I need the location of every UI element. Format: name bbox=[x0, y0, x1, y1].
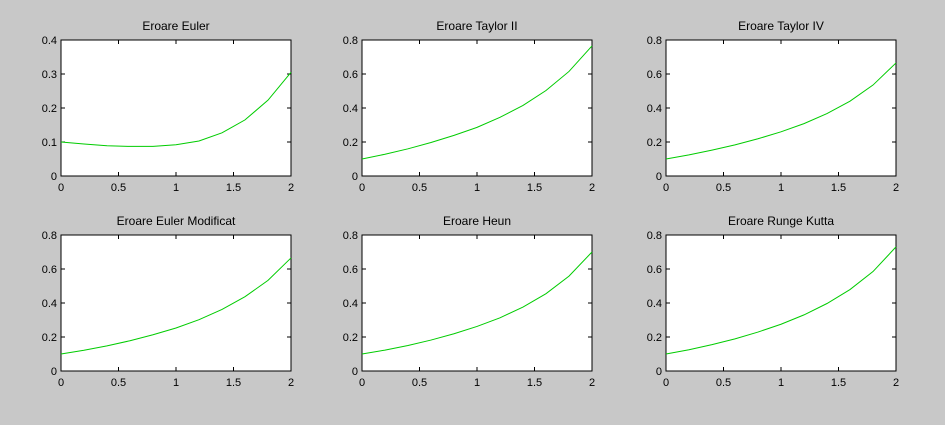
y-tick-label: 0.8 bbox=[42, 230, 57, 242]
y-tick-label: 0 bbox=[352, 171, 358, 183]
x-tick-label: 1 bbox=[173, 377, 179, 389]
x-tick-label: 2 bbox=[589, 182, 595, 194]
chart-title: Eroare Taylor IV bbox=[738, 19, 824, 33]
subplot-6: Eroare Runge Kutta 0 0.5 1 1.5 2 0 0.2 0.4 0.6 0.8 bbox=[647, 214, 899, 389]
y-tick-label: 0.4 bbox=[42, 35, 57, 47]
x-tick-label: 2 bbox=[893, 377, 899, 389]
plot-area bbox=[665, 39, 897, 177]
chart-title: Eroare Runge Kutta bbox=[728, 214, 834, 228]
subplot-1: Eroare Euler 0 0.5 1 1.5 2 0 0.1 0.2 0.3 0.4 bbox=[42, 19, 294, 194]
chart-title: Eroare Taylor II bbox=[436, 19, 517, 33]
x-tick-label: 1.5 bbox=[226, 182, 241, 194]
y-tick-label: 0 bbox=[352, 366, 358, 378]
x-tick-label: 0 bbox=[58, 377, 64, 389]
y-tick-label: 0.8 bbox=[647, 35, 662, 47]
x-tick-label: 1 bbox=[474, 377, 480, 389]
plot-area bbox=[361, 39, 593, 177]
x-tick-label: 0.5 bbox=[716, 377, 731, 389]
y-tick-label: 0 bbox=[656, 171, 662, 183]
x-tick-label: 0 bbox=[359, 182, 365, 194]
chart-title: Eroare Euler bbox=[142, 19, 209, 33]
x-tick-label: 0.5 bbox=[412, 182, 427, 194]
y-tick-label: 0.2 bbox=[42, 332, 57, 344]
y-tick-label: 0.4 bbox=[647, 298, 662, 310]
y-tick-label: 0.4 bbox=[42, 298, 57, 310]
chart-title: Eroare Euler Modificat bbox=[117, 214, 236, 228]
y-tick-label: 0.3 bbox=[42, 69, 57, 81]
y-tick-label: 0.8 bbox=[343, 35, 358, 47]
y-tick-label: 0.8 bbox=[647, 230, 662, 242]
subplot-4: Eroare Euler Modificat 0 0.5 1 1.5 2 0 0.2 0.4 0.… bbox=[42, 214, 294, 389]
series-line-1 bbox=[665, 62, 897, 160]
x-tick-label: 1 bbox=[173, 182, 179, 194]
y-tick-label: 0.6 bbox=[647, 264, 662, 276]
x-tick-label: 1.5 bbox=[226, 377, 241, 389]
y-tick-label: 0.6 bbox=[343, 69, 358, 81]
y-tick-label: 0.4 bbox=[343, 298, 358, 310]
x-tick-label: 1.5 bbox=[831, 182, 846, 194]
y-tick-label: 0.2 bbox=[343, 137, 358, 149]
x-tick-label: 1.5 bbox=[527, 377, 542, 389]
series-line-1 bbox=[665, 246, 897, 355]
x-tick-label: 0 bbox=[359, 377, 365, 389]
series-line-1 bbox=[361, 251, 593, 355]
y-tick-label: 0.1 bbox=[42, 137, 57, 149]
x-tick-label: 1 bbox=[778, 182, 784, 194]
x-tick-label: 0 bbox=[663, 182, 669, 194]
x-tick-label: 1.5 bbox=[527, 182, 542, 194]
x-tick-label: 0.5 bbox=[412, 377, 427, 389]
y-tick-label: 0.6 bbox=[42, 264, 57, 276]
y-tick-label: 0 bbox=[51, 366, 57, 378]
y-tick-label: 0.8 bbox=[343, 230, 358, 242]
series-line-1 bbox=[60, 71, 292, 147]
x-tick-label: 0 bbox=[663, 377, 669, 389]
y-tick-label: 0.2 bbox=[647, 332, 662, 344]
x-tick-label: 2 bbox=[589, 377, 595, 389]
series-line-1 bbox=[361, 45, 593, 160]
plot-area bbox=[665, 234, 897, 372]
y-tick-label: 0.4 bbox=[343, 103, 358, 115]
x-tick-label: 1 bbox=[474, 182, 480, 194]
x-tick-label: 2 bbox=[288, 377, 294, 389]
x-tick-label: 2 bbox=[288, 182, 294, 194]
plot-area bbox=[60, 39, 292, 177]
y-tick-label: 0.6 bbox=[647, 69, 662, 81]
x-tick-label: 0.5 bbox=[111, 377, 126, 389]
series-line-1 bbox=[60, 257, 292, 355]
y-tick-label: 0.6 bbox=[343, 264, 358, 276]
plot-area bbox=[361, 234, 593, 372]
x-tick-label: 0.5 bbox=[111, 182, 126, 194]
y-tick-label: 0.2 bbox=[42, 103, 57, 115]
y-tick-label: 0.2 bbox=[647, 137, 662, 149]
x-tick-label: 0 bbox=[58, 182, 64, 194]
subplot-3: Eroare Taylor IV 0 0.5 1 1.5 2 0 0.2 0.4 0.6 0.8 bbox=[647, 19, 899, 194]
y-tick-label: 0 bbox=[51, 171, 57, 183]
x-tick-label: 0.5 bbox=[716, 182, 731, 194]
subplot-5: Eroare Heun 0 0.5 1 1.5 2 0 0.2 0.4 0.6 0.8 bbox=[343, 214, 595, 389]
x-tick-label: 1 bbox=[778, 377, 784, 389]
y-tick-label: 0 bbox=[656, 366, 662, 378]
y-tick-label: 0.2 bbox=[343, 332, 358, 344]
subplot-2: Eroare Taylor II 0 0.5 1 1.5 2 0 0.2 0.4 0.6 0.8 bbox=[343, 19, 595, 194]
plot-area bbox=[60, 234, 292, 372]
chart-title: Eroare Heun bbox=[443, 214, 511, 228]
x-tick-label: 1.5 bbox=[831, 377, 846, 389]
x-tick-label: 2 bbox=[893, 182, 899, 194]
y-tick-label: 0.4 bbox=[647, 103, 662, 115]
